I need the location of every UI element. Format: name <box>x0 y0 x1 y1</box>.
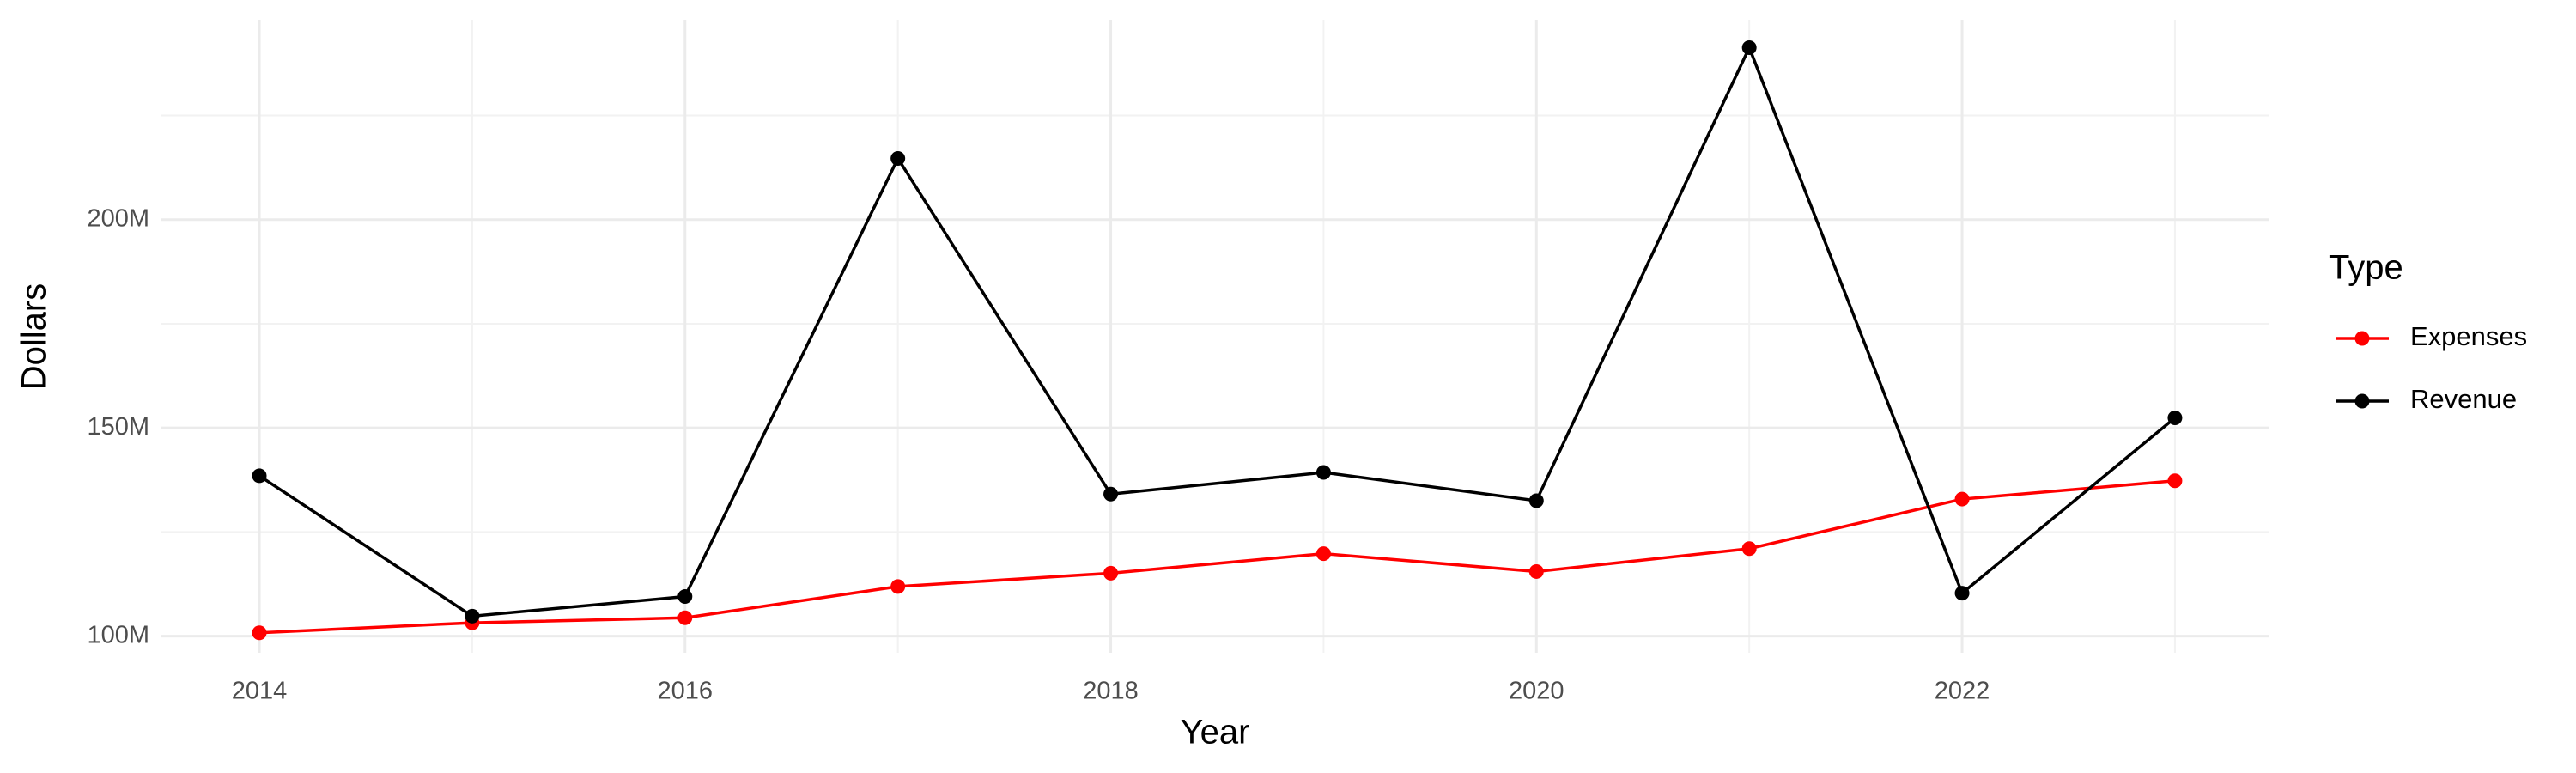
data-point <box>1741 541 1757 557</box>
y-tick-label: 100M <box>87 621 149 648</box>
x-axis-title: Year <box>1181 714 1250 752</box>
data-point <box>252 468 267 484</box>
data-point <box>252 625 267 641</box>
data-point <box>1315 465 1331 480</box>
x-tick-label: 2020 <box>1509 678 1564 705</box>
data-point <box>1954 586 1970 601</box>
y-axis-title: Dollars <box>15 283 53 390</box>
data-point <box>1315 546 1331 562</box>
x-tick-label: 2016 <box>658 678 714 705</box>
data-point <box>677 589 693 605</box>
data-point <box>2167 411 2183 426</box>
data-point <box>1741 40 1757 55</box>
legend-title: Type <box>2329 249 2403 287</box>
series-line <box>258 479 2176 635</box>
x-tick-label: 2014 <box>232 678 288 705</box>
y-tick-label: 200M <box>87 204 149 232</box>
data-point <box>465 608 480 624</box>
data-point <box>1528 493 1544 508</box>
legend-label: Revenue <box>2410 384 2517 414</box>
series-line <box>258 44 2177 618</box>
data-point <box>2167 473 2183 489</box>
data-point <box>890 579 906 594</box>
legend-marker <box>2354 331 2370 346</box>
data-point <box>1103 565 1119 581</box>
data-point <box>1528 563 1544 579</box>
legend-marker <box>2354 393 2370 409</box>
x-tick-label: 2018 <box>1083 678 1139 705</box>
data-point <box>1103 486 1119 502</box>
data-point <box>890 150 906 166</box>
x-tick-label: 2022 <box>1935 678 1990 705</box>
data-point <box>1954 491 1970 507</box>
data-point <box>677 610 693 625</box>
legend-label: Expenses <box>2410 321 2527 351</box>
y-tick-label: 150M <box>87 413 149 441</box>
